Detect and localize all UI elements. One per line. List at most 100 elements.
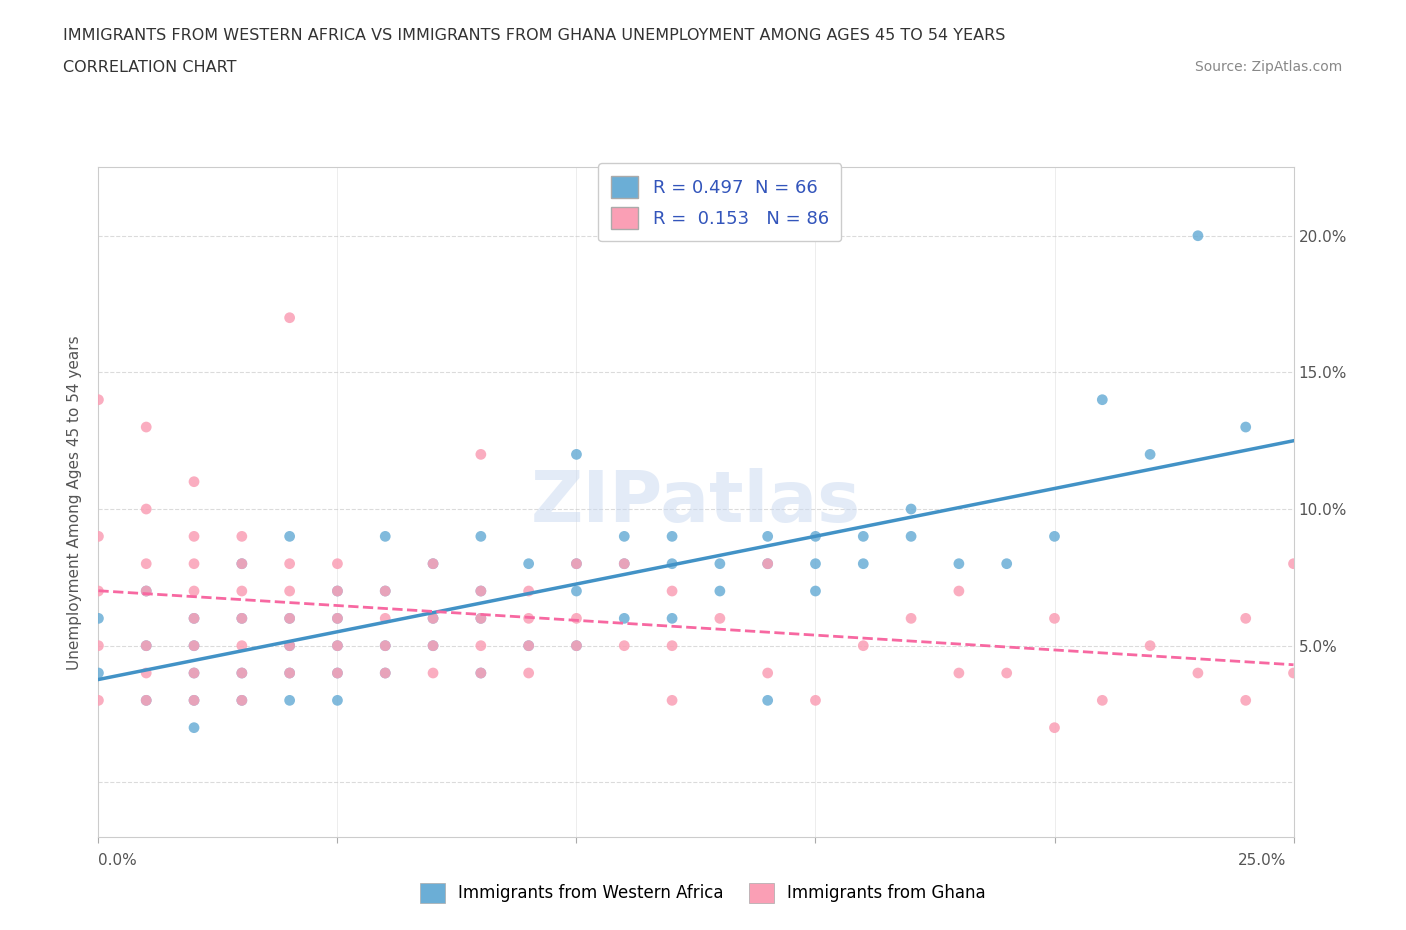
Legend: Immigrants from Western Africa, Immigrants from Ghana: Immigrants from Western Africa, Immigran… <box>413 876 993 910</box>
Point <box>613 611 636 626</box>
Point <box>1187 228 1209 243</box>
Point <box>135 584 157 599</box>
Point <box>422 556 444 571</box>
Point <box>231 666 253 681</box>
Point <box>374 529 396 544</box>
Point <box>326 556 349 571</box>
Point <box>278 529 301 544</box>
Point <box>87 638 110 653</box>
Point <box>470 611 492 626</box>
Point <box>183 584 205 599</box>
Point <box>1091 392 1114 407</box>
Point <box>231 611 253 626</box>
Point <box>1139 447 1161 462</box>
Point <box>470 529 492 544</box>
Point <box>995 666 1018 681</box>
Point <box>183 666 205 681</box>
Point <box>852 556 875 571</box>
Point <box>517 556 540 571</box>
Point <box>661 584 683 599</box>
Point <box>470 584 492 599</box>
Point <box>183 474 205 489</box>
Point <box>135 556 157 571</box>
Point <box>278 584 301 599</box>
Point <box>135 693 157 708</box>
Point <box>183 638 205 653</box>
Y-axis label: Unemployment Among Ages 45 to 54 years: Unemployment Among Ages 45 to 54 years <box>67 335 83 670</box>
Point <box>374 584 396 599</box>
Point <box>948 584 970 599</box>
Point <box>135 638 157 653</box>
Point <box>517 611 540 626</box>
Point <box>804 529 827 544</box>
Point <box>374 611 396 626</box>
Point <box>135 693 157 708</box>
Text: 25.0%: 25.0% <box>1239 853 1286 868</box>
Text: IMMIGRANTS FROM WESTERN AFRICA VS IMMIGRANTS FROM GHANA UNEMPLOYMENT AMONG AGES : IMMIGRANTS FROM WESTERN AFRICA VS IMMIGR… <box>63 28 1005 43</box>
Point <box>756 529 779 544</box>
Text: CORRELATION CHART: CORRELATION CHART <box>63 60 236 75</box>
Point <box>613 556 636 571</box>
Point <box>231 584 253 599</box>
Point <box>1330 611 1353 626</box>
Point <box>613 556 636 571</box>
Point <box>278 638 301 653</box>
Point <box>422 611 444 626</box>
Point <box>948 666 970 681</box>
Point <box>374 666 396 681</box>
Point <box>183 611 205 626</box>
Point <box>183 666 205 681</box>
Point <box>613 638 636 653</box>
Point <box>231 611 253 626</box>
Point <box>135 419 157 434</box>
Point <box>517 638 540 653</box>
Text: 0.0%: 0.0% <box>98 853 138 868</box>
Point <box>1043 611 1066 626</box>
Point <box>422 666 444 681</box>
Point <box>804 693 827 708</box>
Point <box>183 638 205 653</box>
Point <box>87 392 110 407</box>
Point <box>470 666 492 681</box>
Point <box>278 611 301 626</box>
Point <box>231 693 253 708</box>
Text: Source: ZipAtlas.com: Source: ZipAtlas.com <box>1195 60 1343 74</box>
Point <box>326 638 349 653</box>
Point <box>278 666 301 681</box>
Point <box>1234 611 1257 626</box>
Point <box>517 638 540 653</box>
Point <box>1234 419 1257 434</box>
Point <box>374 666 396 681</box>
Point <box>470 638 492 653</box>
Point <box>231 556 253 571</box>
Point <box>1282 666 1305 681</box>
Point <box>565 556 588 571</box>
Point <box>326 611 349 626</box>
Point <box>231 693 253 708</box>
Point <box>565 447 588 462</box>
Point <box>278 556 301 571</box>
Point <box>470 447 492 462</box>
Point <box>804 556 827 571</box>
Point <box>278 311 301 325</box>
Point <box>852 638 875 653</box>
Point <box>470 584 492 599</box>
Point <box>900 611 922 626</box>
Point <box>470 666 492 681</box>
Point <box>183 611 205 626</box>
Point <box>756 556 779 571</box>
Point <box>183 693 205 708</box>
Point <box>278 611 301 626</box>
Point <box>661 611 683 626</box>
Point <box>326 584 349 599</box>
Point <box>948 556 970 571</box>
Point <box>661 529 683 544</box>
Point <box>231 666 253 681</box>
Point <box>183 693 205 708</box>
Point <box>231 556 253 571</box>
Point <box>900 529 922 544</box>
Point <box>374 638 396 653</box>
Point <box>326 666 349 681</box>
Point <box>1091 693 1114 708</box>
Point <box>278 693 301 708</box>
